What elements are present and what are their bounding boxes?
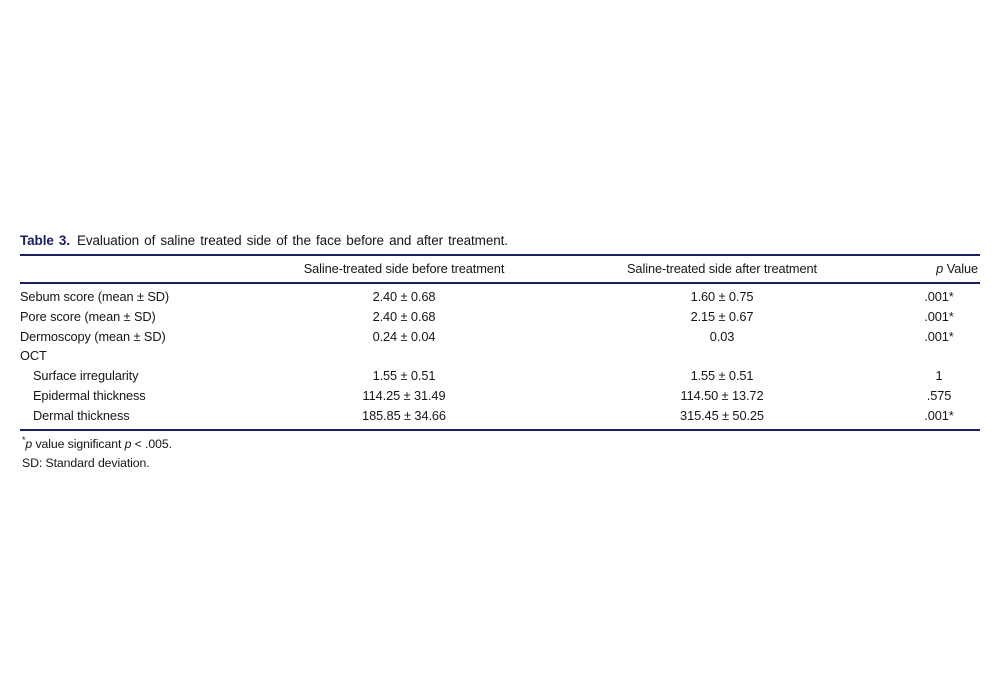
footnote-significance: *p value significant p < .005.: [22, 435, 980, 454]
p-value: .575: [926, 387, 952, 403]
before-value: 185.85 ± 34.66: [362, 407, 446, 423]
footnote-text: value significant: [32, 436, 125, 451]
before-value: 2.40 ± 0.68: [372, 308, 436, 324]
row-label: Sebum score (mean ± SD): [20, 289, 170, 304]
p-symbol: p: [124, 436, 132, 451]
table-caption: Table 3. Evaluation of saline treated sid…: [20, 233, 980, 248]
footnote-asterisk: *: [22, 434, 26, 445]
p-value: 1: [935, 368, 943, 384]
table-body: Sebum score (mean ± SD) 2.40 ± 0.68 1.60…: [20, 283, 980, 430]
table-caption-label: Table 3.: [20, 233, 70, 248]
table-row-group-oct: OCT: [20, 346, 980, 366]
table-row: Epidermal thickness 114.25 ± 31.49 114.5…: [20, 386, 980, 406]
row-label: OCT: [20, 348, 47, 364]
before-value: 1.55 ± 0.51: [372, 368, 436, 384]
p-value: .001*: [924, 289, 954, 304]
footnote-sd-abbreviation: SD: Standard deviation.: [22, 455, 150, 470]
before-value: [262, 346, 546, 366]
table-row: Sebum score (mean ± SD) 2.40 ± 0.68 1.60…: [20, 283, 980, 307]
table-header: Saline-treated side before treatment Sal…: [20, 255, 980, 284]
header-after-treatment: Saline-treated side after treatment: [546, 255, 898, 284]
table-footnotes: *p value significant p < .005. SD: Stand…: [20, 435, 980, 473]
before-value: 0.24 ± 0.04: [372, 328, 436, 344]
row-label: Surface irregularity: [33, 368, 139, 384]
before-value: 114.25 ± 31.49: [362, 387, 446, 403]
p-value-word: Value: [946, 261, 978, 276]
header-before-treatment: Saline-treated side before treatment: [262, 255, 546, 284]
row-label: Epidermal thickness: [33, 387, 146, 403]
table-row: Dermoscopy (mean ± SD) 0.24 ± 0.04 0.03 …: [20, 327, 980, 347]
results-table: Saline-treated side before treatment Sal…: [20, 254, 980, 431]
row-label: Dermal thickness: [33, 407, 130, 423]
p-symbol: p: [25, 436, 33, 451]
p-value: .001*: [924, 328, 954, 344]
after-value: [546, 346, 898, 366]
p-value: [898, 346, 980, 366]
after-value: 1.55 ± 0.51: [690, 368, 754, 384]
header-p-value: p Value: [898, 255, 980, 284]
after-value: 2.15 ± 0.67: [690, 308, 754, 324]
before-value: 2.40 ± 0.68: [372, 289, 436, 304]
after-value: 114.50 ± 13.72: [680, 387, 764, 403]
p-value: .001*: [924, 308, 954, 324]
footnote-text: < .005.: [131, 436, 172, 451]
table-row: Dermal thickness 185.85 ± 34.66 315.45 ±…: [20, 406, 980, 430]
row-label: Pore score (mean ± SD): [20, 308, 156, 324]
p-symbol: p: [936, 261, 944, 276]
p-value: .001*: [924, 407, 954, 423]
row-label: Dermoscopy (mean ± SD): [20, 328, 166, 344]
table-row: Surface irregularity 1.55 ± 0.51 1.55 ± …: [20, 366, 980, 386]
after-value: 1.60 ± 0.75: [690, 289, 754, 304]
after-value: 315.45 ± 50.25: [680, 407, 764, 423]
header-row: Saline-treated side before treatment Sal…: [20, 255, 980, 284]
after-value: 0.03: [709, 328, 735, 344]
header-empty: [20, 255, 262, 284]
table-caption-text: Evaluation of saline treated side of the…: [76, 233, 508, 248]
table-row: Pore score (mean ± SD) 2.40 ± 0.68 2.15 …: [20, 307, 980, 327]
table-3-block: Table 3. Evaluation of saline treated sid…: [20, 233, 980, 473]
